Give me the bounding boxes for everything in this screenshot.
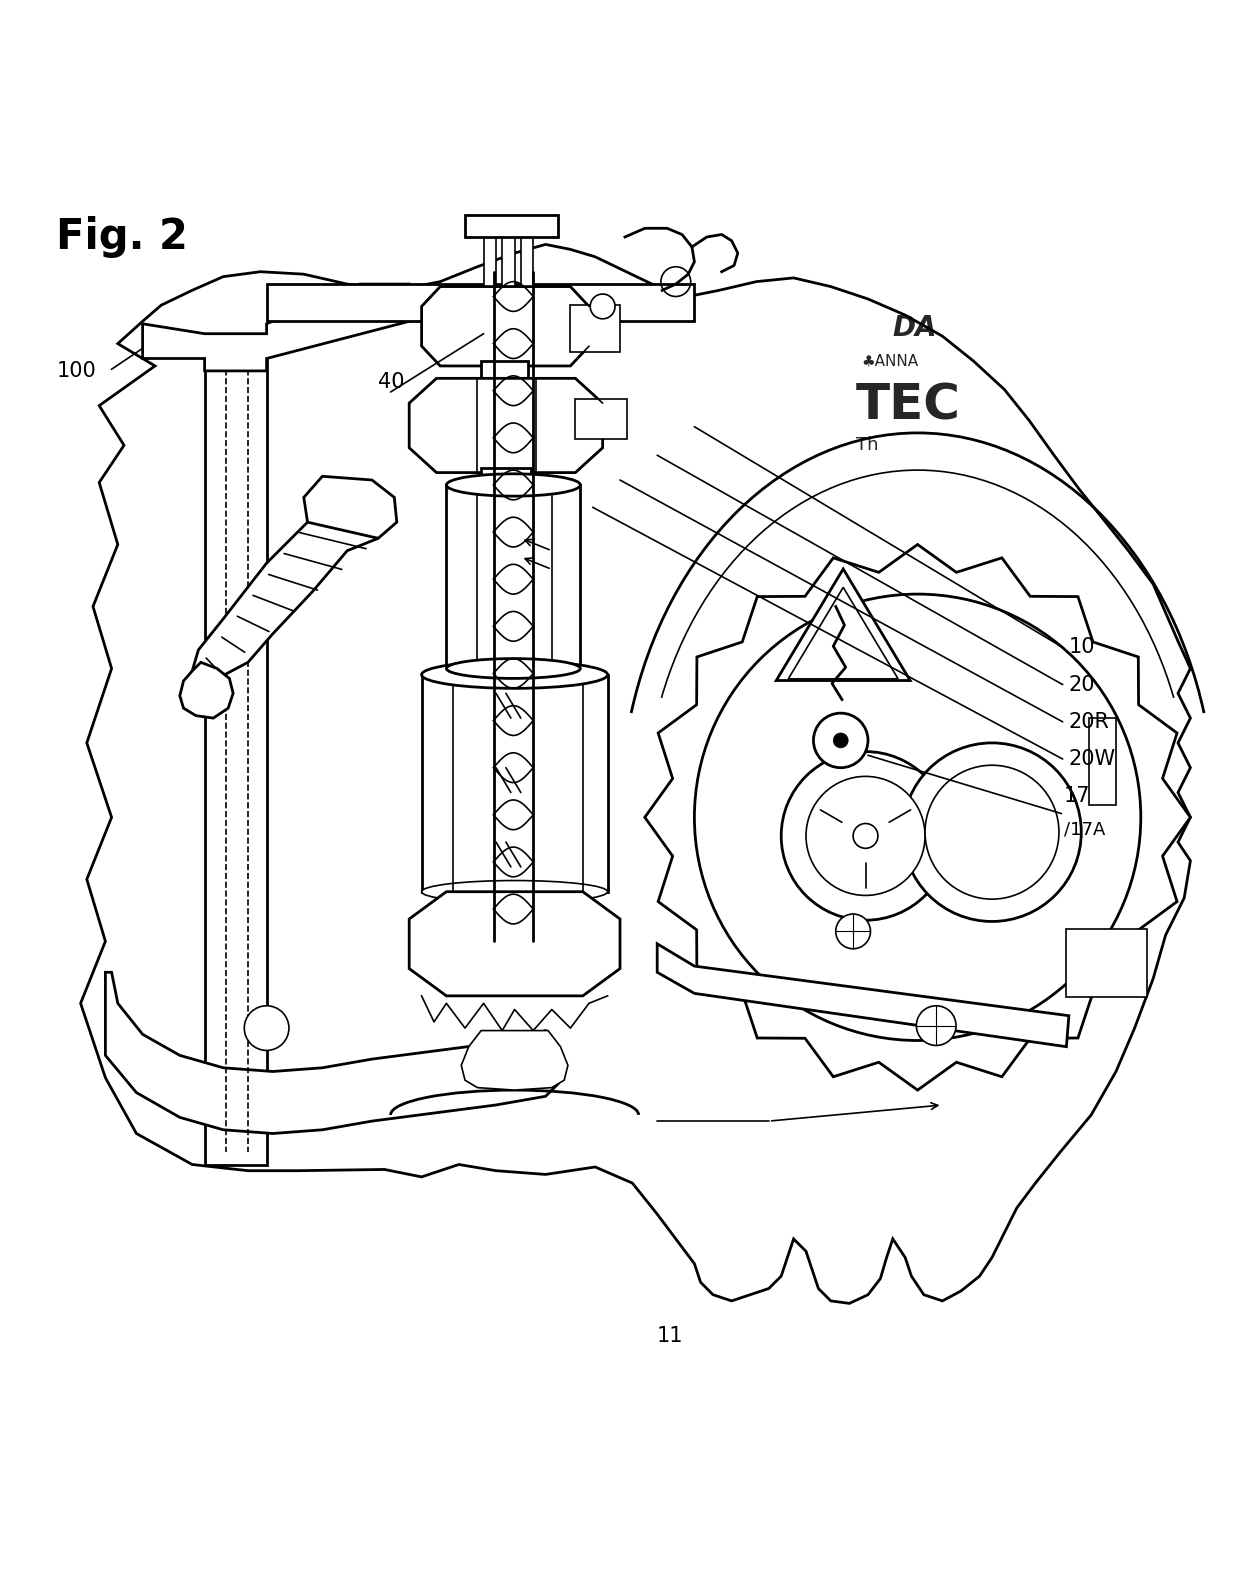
Polygon shape <box>409 892 620 995</box>
Bar <box>521 238 533 287</box>
Text: 20: 20 <box>1069 675 1095 694</box>
Text: DA: DA <box>893 314 937 341</box>
Polygon shape <box>461 1030 568 1090</box>
Bar <box>481 468 531 485</box>
Bar <box>422 675 608 892</box>
Ellipse shape <box>446 474 580 496</box>
Text: TEC: TEC <box>856 382 961 430</box>
Circle shape <box>244 1006 289 1051</box>
Polygon shape <box>645 545 1190 1090</box>
Circle shape <box>781 751 950 921</box>
Text: 20R: 20R <box>1069 712 1110 732</box>
Text: /17A: /17A <box>1064 821 1105 838</box>
Circle shape <box>806 777 925 896</box>
Polygon shape <box>657 943 1069 1046</box>
Circle shape <box>694 594 1141 1040</box>
Circle shape <box>813 713 868 767</box>
Polygon shape <box>105 972 558 1133</box>
Polygon shape <box>267 284 694 322</box>
Text: 17: 17 <box>1064 786 1090 807</box>
Polygon shape <box>776 569 910 680</box>
Circle shape <box>853 824 878 848</box>
Circle shape <box>903 743 1081 921</box>
Circle shape <box>836 915 870 949</box>
Text: Th: Th <box>856 436 878 455</box>
Text: 10: 10 <box>1069 637 1095 658</box>
Bar <box>502 238 515 287</box>
Ellipse shape <box>422 661 608 688</box>
Circle shape <box>590 295 615 319</box>
Bar <box>481 361 528 379</box>
Polygon shape <box>205 334 267 1165</box>
Text: 11: 11 <box>656 1325 683 1346</box>
Polygon shape <box>180 663 233 718</box>
Polygon shape <box>143 284 409 371</box>
Circle shape <box>916 1006 956 1046</box>
Circle shape <box>925 766 1059 899</box>
Circle shape <box>833 732 848 748</box>
Ellipse shape <box>422 881 608 903</box>
Bar <box>446 485 580 669</box>
Polygon shape <box>304 477 397 539</box>
Polygon shape <box>192 521 378 683</box>
Bar <box>465 214 558 238</box>
Polygon shape <box>81 244 1190 1303</box>
Text: Fig. 2: Fig. 2 <box>56 216 187 258</box>
Bar <box>484 238 496 287</box>
Polygon shape <box>1089 718 1116 805</box>
Polygon shape <box>422 287 589 366</box>
Polygon shape <box>409 379 603 472</box>
Bar <box>575 399 627 439</box>
Text: 40: 40 <box>378 372 404 391</box>
Bar <box>570 306 620 352</box>
Text: ♣ANNA: ♣ANNA <box>862 353 919 368</box>
Bar <box>1066 929 1147 997</box>
Text: 100: 100 <box>57 361 97 380</box>
Text: 20W: 20W <box>1069 750 1116 769</box>
Ellipse shape <box>446 659 580 678</box>
